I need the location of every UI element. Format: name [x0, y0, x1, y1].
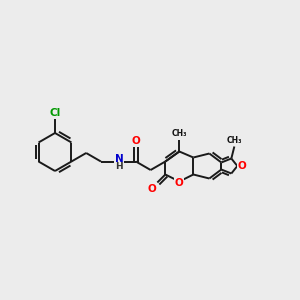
Text: O: O	[175, 178, 184, 188]
Text: CH₃: CH₃	[172, 129, 187, 138]
Text: CH₃: CH₃	[226, 136, 242, 145]
Text: O: O	[148, 184, 157, 194]
Text: O: O	[238, 161, 247, 171]
Text: N: N	[115, 154, 123, 164]
Text: Cl: Cl	[50, 108, 61, 118]
Text: O: O	[131, 136, 140, 146]
Text: H: H	[115, 162, 123, 171]
